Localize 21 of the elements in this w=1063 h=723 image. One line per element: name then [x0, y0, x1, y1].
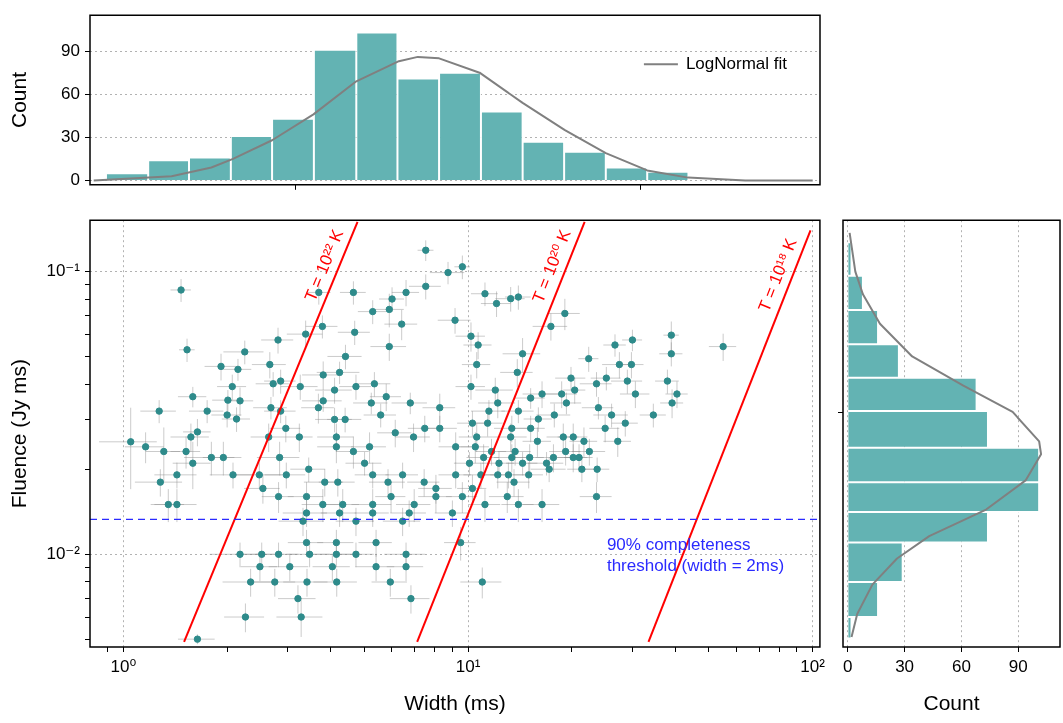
text: T = 10²⁰ K [528, 226, 575, 306]
y-tick-label: 10⁻² [46, 543, 81, 563]
y-axis-title: Count [7, 71, 31, 129]
x-tick-label: 90 [1008, 656, 1028, 676]
y-tick-label: 90 [61, 40, 80, 60]
text: T = 10²² K [300, 226, 348, 304]
y-tick-label: 60 [61, 83, 80, 103]
x-axis-title: Count [923, 691, 980, 715]
x-tick-label: 10¹ [455, 656, 481, 676]
y-tick-label: 30 [61, 127, 80, 147]
text: T = 10¹⁸ K [754, 234, 801, 315]
y-axis-title: Fluence (Jy ms) [7, 358, 31, 509]
x-tick-label: 30 [895, 656, 915, 676]
x-tick-label: 10² [800, 656, 826, 676]
y-tick-label: 10⁻¹ [46, 261, 81, 281]
x-tick-label: 60 [951, 656, 971, 676]
legend-label: LogNormal fit [685, 53, 788, 73]
x-axis-title: Width (ms) [404, 691, 506, 715]
x-tick-label: 0 [843, 656, 853, 676]
x-tick-label: 10⁰ [110, 656, 137, 676]
y-tick-label: 0 [70, 170, 80, 190]
